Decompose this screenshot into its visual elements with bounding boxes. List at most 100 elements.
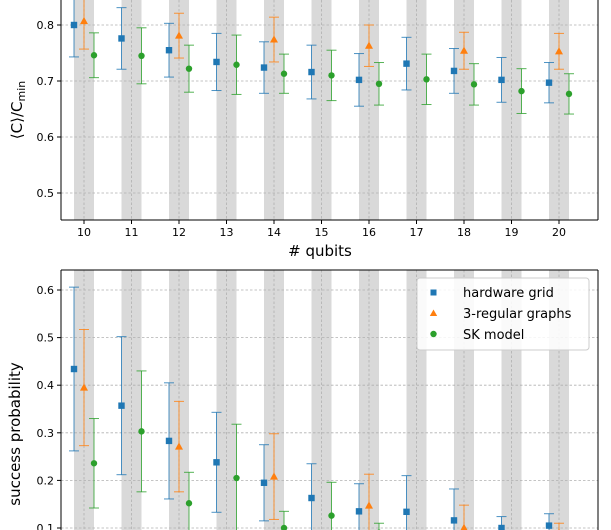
- shaded-band: [169, 270, 189, 530]
- y-tick-label: 0.6: [37, 284, 55, 297]
- legend-label-3-regular-graphs: 3-regular graphs: [463, 307, 572, 322]
- data-point: [450, 67, 458, 75]
- y-tick-label: 0.5: [37, 332, 55, 345]
- data-point: [80, 16, 88, 25]
- data-point: [175, 442, 183, 450]
- data-point: [138, 428, 145, 435]
- data-point: [118, 402, 125, 409]
- top-y-ticks: 0.5 0.6 0.7 0.8: [37, 19, 61, 200]
- data-point: [185, 500, 193, 507]
- bottom-panel: 0.1 0.2 0.3 0.4 0.5 0.6 success probability h…: [6, 269, 599, 530]
- data-point: [213, 58, 220, 66]
- data-point: [270, 472, 278, 480]
- data-point: [138, 52, 145, 59]
- series-3-regular-graphs: [79, 0, 564, 70]
- y-tick-label: 0.5: [37, 187, 55, 200]
- data-point: [328, 72, 335, 79]
- y-tick-label: 0.3: [37, 427, 55, 440]
- data-point: [90, 52, 98, 59]
- top-y-axis-label-sub: min: [15, 81, 28, 102]
- data-point: [270, 35, 278, 43]
- bottom-series: [69, 286, 564, 530]
- legend: hardware grid 3-regular graphs SK model: [416, 277, 590, 351]
- x-tick-label: 14: [267, 226, 281, 239]
- top-series: [69, 0, 574, 115]
- top-y-axis-label: ⟨C⟩/Cmin: [8, 81, 28, 139]
- top-x-axis-label: # qubits: [288, 242, 352, 260]
- x-tick-label: 16: [362, 226, 376, 239]
- y-tick-label: 0.4: [37, 379, 55, 392]
- data-point: [90, 460, 98, 467]
- data-point: [470, 81, 478, 88]
- legend-label-hardware-grid: hardware grid: [463, 286, 554, 301]
- shaded-band: [359, 270, 379, 530]
- data-point: [460, 523, 468, 530]
- series-hardware-grid: [69, 286, 554, 530]
- data-point: [498, 524, 505, 530]
- x-tick-label: 18: [457, 226, 471, 239]
- data-point: [403, 60, 410, 67]
- shaded-band: [121, 270, 142, 530]
- data-point: [233, 474, 240, 482]
- bottom-y-ticks: 0.1 0.2 0.3 0.4 0.5 0.6: [37, 284, 61, 530]
- y-tick-label: 0.2: [37, 474, 55, 487]
- data-point: [403, 508, 410, 516]
- y-tick-label: 0.6: [37, 131, 55, 144]
- x-tick-label: 12: [172, 226, 186, 239]
- data-point: [355, 508, 363, 515]
- y-tick-label: 0.8: [37, 19, 55, 32]
- data-point: [165, 437, 173, 445]
- data-point: [355, 76, 363, 84]
- legend-marker-hardware-grid: [430, 289, 437, 296]
- data-point: [555, 47, 563, 55]
- data-point: [260, 479, 268, 486]
- data-point: [70, 21, 78, 29]
- data-point: [450, 517, 458, 524]
- x-tick-label: 20: [552, 226, 566, 239]
- x-tick-label: 10: [77, 226, 91, 239]
- data-point: [280, 70, 288, 77]
- shaded-band: [311, 270, 332, 530]
- data-point: [365, 501, 373, 509]
- data-point: [308, 68, 315, 76]
- x-tick-label: 15: [315, 226, 329, 239]
- legend-label-sk-model: SK model: [463, 328, 524, 343]
- series-3-regular-graphs: [79, 329, 564, 530]
- data-point: [118, 35, 125, 42]
- series-sk-model: [89, 27, 574, 115]
- data-point: [213, 459, 220, 466]
- data-point: [375, 80, 383, 88]
- data-point: [260, 64, 268, 71]
- data-point: [518, 87, 525, 95]
- data-point: [545, 79, 553, 86]
- data-point: [365, 41, 373, 49]
- data-point: [80, 383, 88, 391]
- data-point: [423, 76, 430, 83]
- x-tick-label: 13: [220, 226, 234, 239]
- series-sk-model: [89, 370, 384, 530]
- data-point: [185, 65, 193, 72]
- shaded-band: [216, 270, 237, 530]
- x-tick-label: 11: [125, 226, 139, 239]
- data-point: [545, 522, 553, 529]
- data-point: [280, 524, 288, 530]
- top-x-ticks: 10 11 12 13 14 15 16 17 18 19 20: [77, 220, 566, 239]
- y-tick-label: 0.7: [37, 75, 55, 88]
- x-tick-label: 17: [410, 226, 424, 239]
- data-point: [165, 47, 173, 54]
- x-tick-label: 19: [505, 226, 519, 239]
- legend-box: [416, 277, 590, 351]
- shaded-band: [264, 270, 284, 530]
- legend-marker-3-regular-graphs: [429, 309, 438, 316]
- series-hardware-grid: [69, 0, 554, 107]
- data-point: [328, 512, 335, 519]
- bottom-y-axis-label: success probability: [6, 362, 24, 506]
- data-point: [460, 46, 468, 54]
- data-point: [233, 61, 240, 68]
- data-point: [498, 76, 505, 84]
- top-y-axis-label-main: ⟨C⟩/C: [8, 102, 26, 140]
- data-point: [565, 90, 573, 98]
- legend-marker-sk-model: [430, 330, 437, 338]
- data-point: [308, 494, 315, 502]
